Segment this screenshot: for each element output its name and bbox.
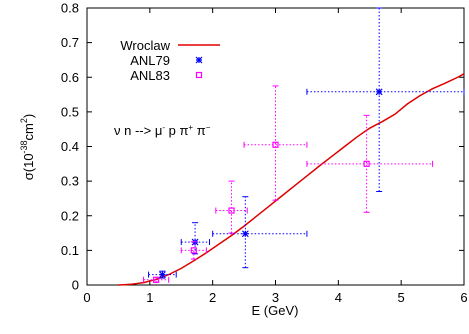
series-line-wroclaw — [118, 73, 465, 286]
y-axis-label-exp: -38 — [19, 140, 29, 153]
marker-square — [272, 141, 279, 148]
x-tick-label: 4 — [335, 290, 342, 305]
reaction-part-nu: ν n --> μ — [114, 123, 162, 138]
x-tick-label: 0 — [83, 290, 90, 305]
marker-square — [153, 276, 160, 283]
y-tick-label: 0.6 — [61, 70, 79, 85]
y-axis-label-unit: cm — [21, 123, 36, 140]
y-axis-label-main: σ(10 — [21, 153, 36, 180]
data-point-anl83 — [215, 180, 248, 234]
y-tick-label: 0.3 — [61, 174, 79, 189]
y-tick-label: 0.1 — [61, 243, 79, 258]
marker-square — [363, 160, 370, 167]
y-axis-label-exp2: 2 — [19, 118, 29, 123]
legend-marker-anl83 — [195, 71, 203, 79]
y-tick-label: 0.8 — [61, 1, 79, 16]
x-axis-ticks: 0 1 2 3 4 5 6 — [83, 8, 468, 305]
data-point-anl83 — [180, 241, 207, 260]
marker-square — [190, 247, 197, 254]
legend-label-anl83: ANL83 — [130, 68, 170, 83]
series-layer — [118, 7, 465, 286]
y-tick-label: 0.2 — [61, 208, 79, 223]
marker-star — [158, 271, 166, 279]
y-tick-label: 0.4 — [61, 139, 79, 154]
legend-star — [195, 56, 203, 64]
y-tick-label: 0.7 — [61, 35, 79, 50]
marker-square — [228, 207, 235, 214]
data-point-anl83 — [306, 114, 434, 213]
data-point-anl83 — [143, 276, 170, 283]
y-axis-ticks: 0 0.1 0.2 0.3 0.4 0.5 0.6 0.7 0.8 — [61, 1, 464, 293]
legend: Wroclaw ANL79 ANL83 — [120, 38, 220, 83]
y-axis-label: σ(10-38cm2) — [19, 114, 36, 181]
reaction-sup-pi-minus: − — [206, 123, 211, 132]
y-tick-label: 0.5 — [61, 104, 79, 119]
marker-star — [241, 230, 249, 238]
reaction-part-p-pi: p π — [165, 123, 188, 138]
x-tick-label: 6 — [460, 290, 467, 305]
x-tick-label: 2 — [209, 290, 216, 305]
reaction-sup-pi-plus: + — [188, 123, 193, 132]
y-tick-label: 0 — [72, 278, 79, 293]
legend-square — [195, 71, 203, 79]
legend-label-anl79: ANL79 — [130, 53, 170, 68]
reaction-part-pi: π — [193, 123, 206, 138]
x-tick-label: 5 — [398, 290, 405, 305]
x-tick-label: 1 — [146, 290, 153, 305]
x-axis-label: E (GeV) — [252, 303, 299, 318]
x-tick-label: 3 — [272, 290, 279, 305]
legend-label-wroclaw: Wroclaw — [120, 38, 170, 53]
reaction-sup-mu: - — [162, 123, 165, 132]
legend-marker-anl79 — [195, 56, 203, 64]
marker-star — [375, 88, 383, 96]
data-point-anl79 — [212, 196, 308, 269]
data-point-anl79 — [180, 222, 211, 255]
data-point-anl83 — [243, 85, 308, 201]
data-point-anl79 — [306, 7, 465, 193]
y-axis-label-close: ) — [21, 114, 36, 118]
data-point-anl79 — [148, 270, 177, 279]
reaction-annotation: ν n --> μ- p π+ π− — [114, 123, 211, 138]
